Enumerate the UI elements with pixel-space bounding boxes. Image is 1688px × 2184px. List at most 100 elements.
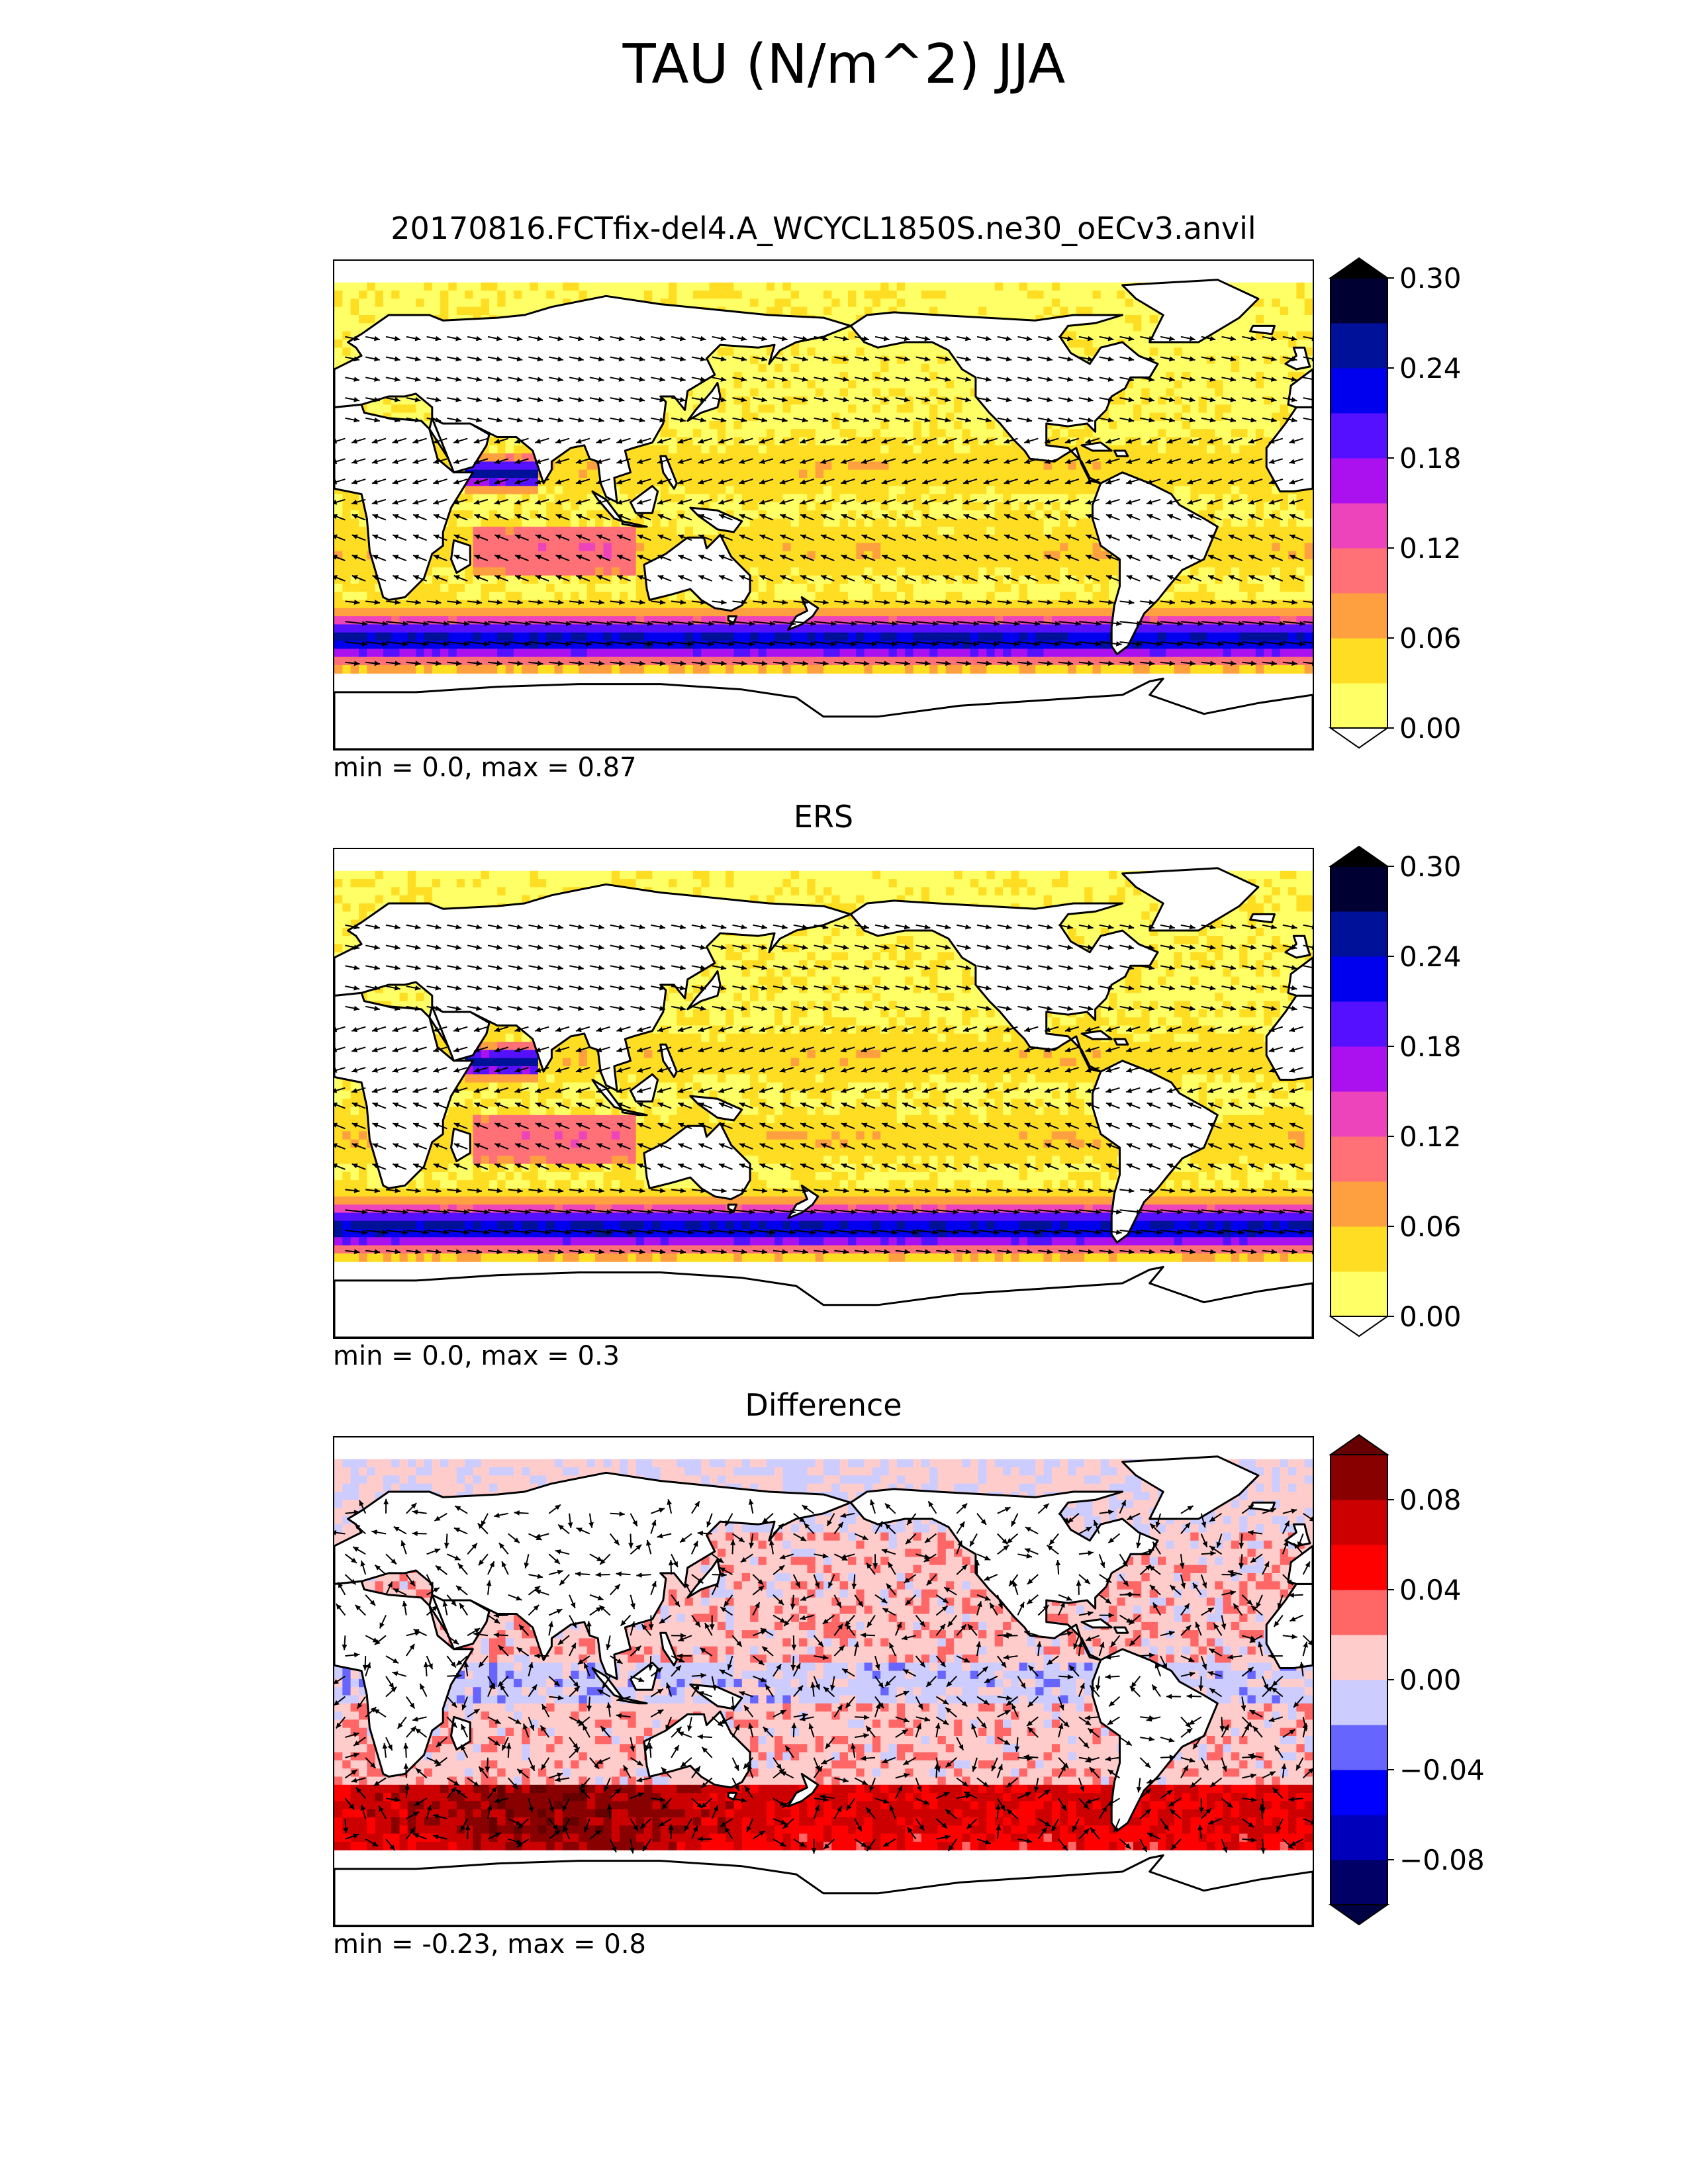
field-cell — [774, 583, 783, 592]
field-cell — [815, 478, 824, 486]
field-cell — [571, 478, 580, 486]
field-cell — [538, 559, 547, 568]
field-cell — [962, 420, 971, 430]
field-cell — [660, 486, 669, 495]
field-cell — [888, 404, 898, 414]
field-cell — [1019, 461, 1028, 471]
field-cell — [669, 445, 677, 454]
field-cell — [1223, 478, 1232, 486]
field-cell — [1239, 551, 1248, 560]
field-cell — [1280, 543, 1289, 552]
field-cell — [1288, 339, 1297, 348]
field-cell — [579, 282, 588, 291]
field-cell — [782, 404, 792, 414]
field-cell — [1239, 567, 1248, 576]
field-cell — [562, 478, 571, 486]
field-cell — [367, 306, 376, 316]
field-cell — [1174, 608, 1183, 617]
field-cell — [586, 567, 596, 576]
field-cell — [1198, 429, 1207, 438]
field-cell — [954, 494, 962, 503]
field-cell — [815, 592, 824, 601]
field-cell — [848, 478, 857, 486]
field-cell — [692, 437, 702, 446]
field-cell — [1076, 535, 1085, 543]
field-cell — [741, 298, 751, 308]
field-cell — [1255, 372, 1264, 381]
field-cell — [880, 608, 890, 617]
field-cell — [741, 518, 751, 527]
field-cell — [579, 583, 588, 592]
field-cell — [350, 567, 359, 576]
field-cell — [994, 445, 1004, 454]
field-cell — [970, 429, 979, 438]
field-cell — [733, 494, 743, 503]
field-cell — [921, 363, 930, 373]
field-cell — [522, 298, 531, 308]
field-cell — [359, 518, 367, 527]
field-cell — [733, 298, 743, 308]
field-cell — [1255, 429, 1264, 438]
field-cell — [1011, 282, 1020, 291]
field-cell — [913, 388, 922, 397]
field-cell — [554, 526, 563, 535]
field-cell — [1003, 282, 1011, 291]
field-cell — [1264, 380, 1272, 389]
field-cell — [929, 306, 938, 316]
field-cell — [473, 306, 482, 316]
field-cell — [595, 567, 604, 576]
field-cell — [815, 616, 824, 625]
field-cell — [896, 298, 906, 308]
field-cell — [709, 282, 718, 291]
field-cell — [1011, 567, 1020, 576]
field-cell — [880, 486, 890, 495]
field-cell — [586, 494, 596, 503]
field-cell — [456, 592, 465, 601]
field-cell — [448, 298, 457, 308]
field-cell — [905, 380, 914, 389]
field-cell — [848, 339, 857, 348]
field-cell — [750, 388, 759, 397]
field-cell — [1092, 543, 1102, 552]
field-cell — [717, 363, 726, 373]
field-cell — [1019, 551, 1028, 560]
field-cell — [1100, 306, 1109, 316]
field-cell — [334, 323, 343, 332]
field-cell — [1264, 306, 1272, 316]
field-cell — [677, 469, 686, 478]
field-cell — [1084, 583, 1093, 592]
field-cell — [799, 559, 808, 568]
field-cell — [546, 518, 555, 527]
field-cell — [481, 282, 490, 291]
field-cell — [831, 583, 841, 592]
field-cell — [815, 494, 824, 503]
field-cell — [945, 445, 955, 454]
field-cell — [1035, 583, 1045, 592]
field-cell — [733, 282, 743, 291]
field-cell — [1174, 347, 1183, 357]
field-cell — [644, 469, 653, 478]
field-cell — [350, 494, 359, 503]
field-cell — [383, 282, 392, 291]
field-cell — [342, 608, 352, 617]
field-cell — [1084, 608, 1093, 617]
field-cell — [611, 559, 620, 568]
field-cell — [1182, 478, 1191, 486]
field-cell — [489, 543, 498, 552]
field-cell — [669, 526, 677, 535]
field-cell — [848, 315, 857, 324]
field-cell — [571, 616, 580, 625]
field-cell — [937, 518, 947, 527]
field-cell — [416, 291, 425, 299]
field-cell — [823, 306, 832, 316]
field-cell — [717, 291, 726, 299]
field-cell — [726, 291, 735, 299]
field-cell — [1215, 347, 1224, 357]
field-cell — [1215, 600, 1224, 609]
field-cell — [913, 502, 922, 511]
field-cell — [448, 592, 457, 601]
field-cell — [684, 291, 694, 299]
field-cell — [1068, 486, 1077, 495]
field-cell — [1125, 445, 1134, 454]
field-cell — [741, 469, 751, 478]
